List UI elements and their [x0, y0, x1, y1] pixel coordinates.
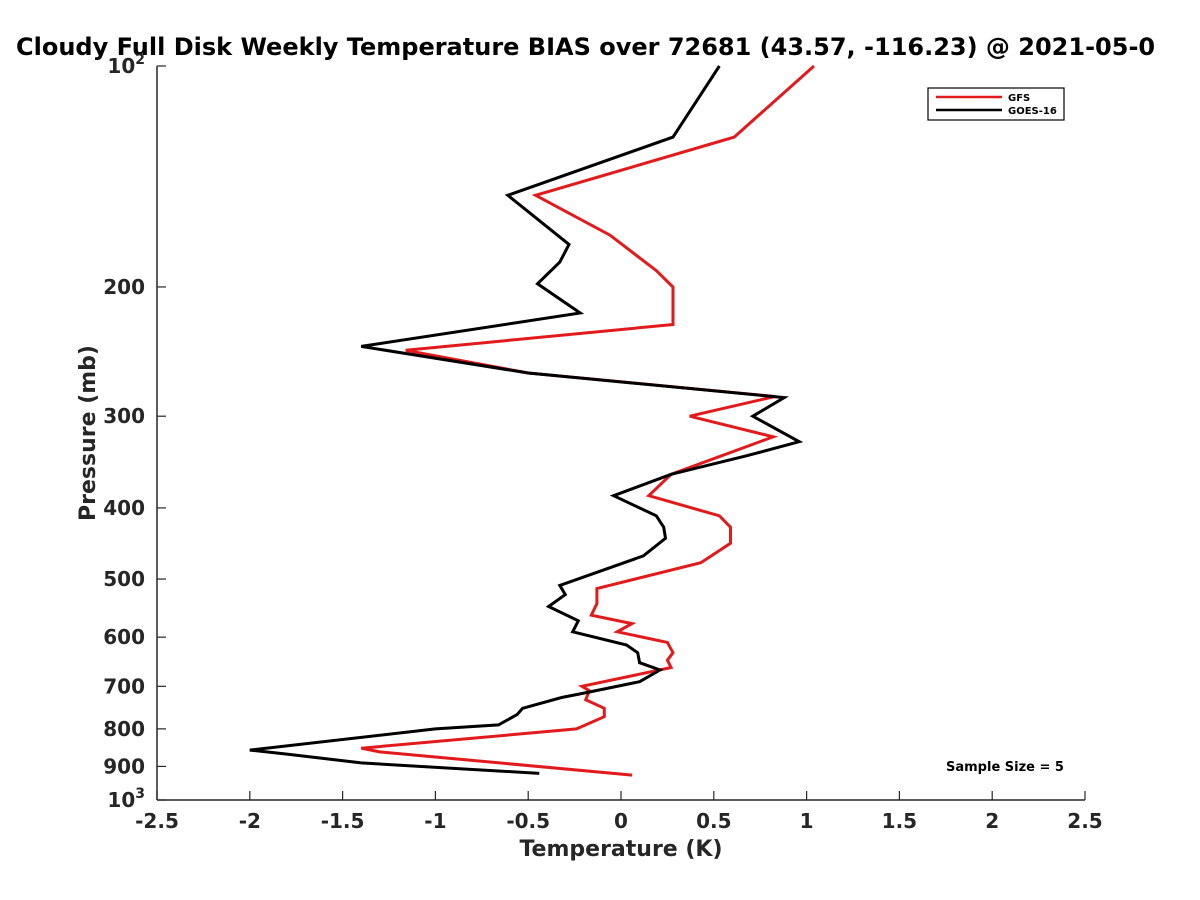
axes: -2.5 -2 -1.5 -1 -0.5 0 0.5 1 1.5 2 2.5 102 200 300 400… — [103, 52, 1102, 833]
y-tick-label: 600 — [103, 625, 145, 649]
legend-box — [927, 87, 1065, 121]
y-tick-label: 103 — [107, 786, 145, 812]
y-axis-label: Pressure (mb) — [76, 345, 101, 521]
y-tick-label: 700 — [103, 674, 145, 698]
y-tick-label: 800 — [103, 717, 145, 741]
legend: GFS GOES-16 — [927, 87, 1065, 121]
sample-size-annotation: Sample Size = 5 — [946, 760, 1064, 775]
x-tick-label: 0 — [614, 809, 628, 833]
x-tick-label: 1.5 — [882, 809, 917, 833]
x-tick-label: 1 — [800, 809, 814, 833]
y-tick-label: 102 — [107, 52, 145, 78]
x-tick-label: 2.5 — [1067, 809, 1102, 833]
y-tick-label: 500 — [103, 567, 145, 591]
legend-label-goes16: GOES-16 — [1008, 106, 1057, 117]
y-tick-label: 300 — [103, 404, 145, 428]
plot-lines — [249, 64, 815, 777]
series-line-gfs — [360, 64, 815, 777]
chart-title: Cloudy Full Disk Weekly Temperature BIAS… — [16, 33, 1155, 61]
x-tick-label: -2 — [239, 809, 261, 833]
x-tick-label: 2 — [985, 809, 999, 833]
x-tick-label: -1 — [424, 809, 446, 833]
series-line-goes16 — [249, 65, 804, 775]
y-tick-label: 900 — [103, 754, 145, 778]
y-tick-label: 200 — [103, 275, 145, 299]
x-tick-label: 0.5 — [696, 809, 731, 833]
x-tick-label: -0.5 — [506, 809, 550, 833]
x-tick-label: -1.5 — [321, 809, 365, 833]
y-tick-label: 400 — [103, 496, 145, 520]
x-tick-label: -2.5 — [135, 809, 179, 833]
legend-label-gfs: GFS — [1008, 93, 1030, 104]
x-axis-label: Temperature (K) — [519, 837, 722, 862]
